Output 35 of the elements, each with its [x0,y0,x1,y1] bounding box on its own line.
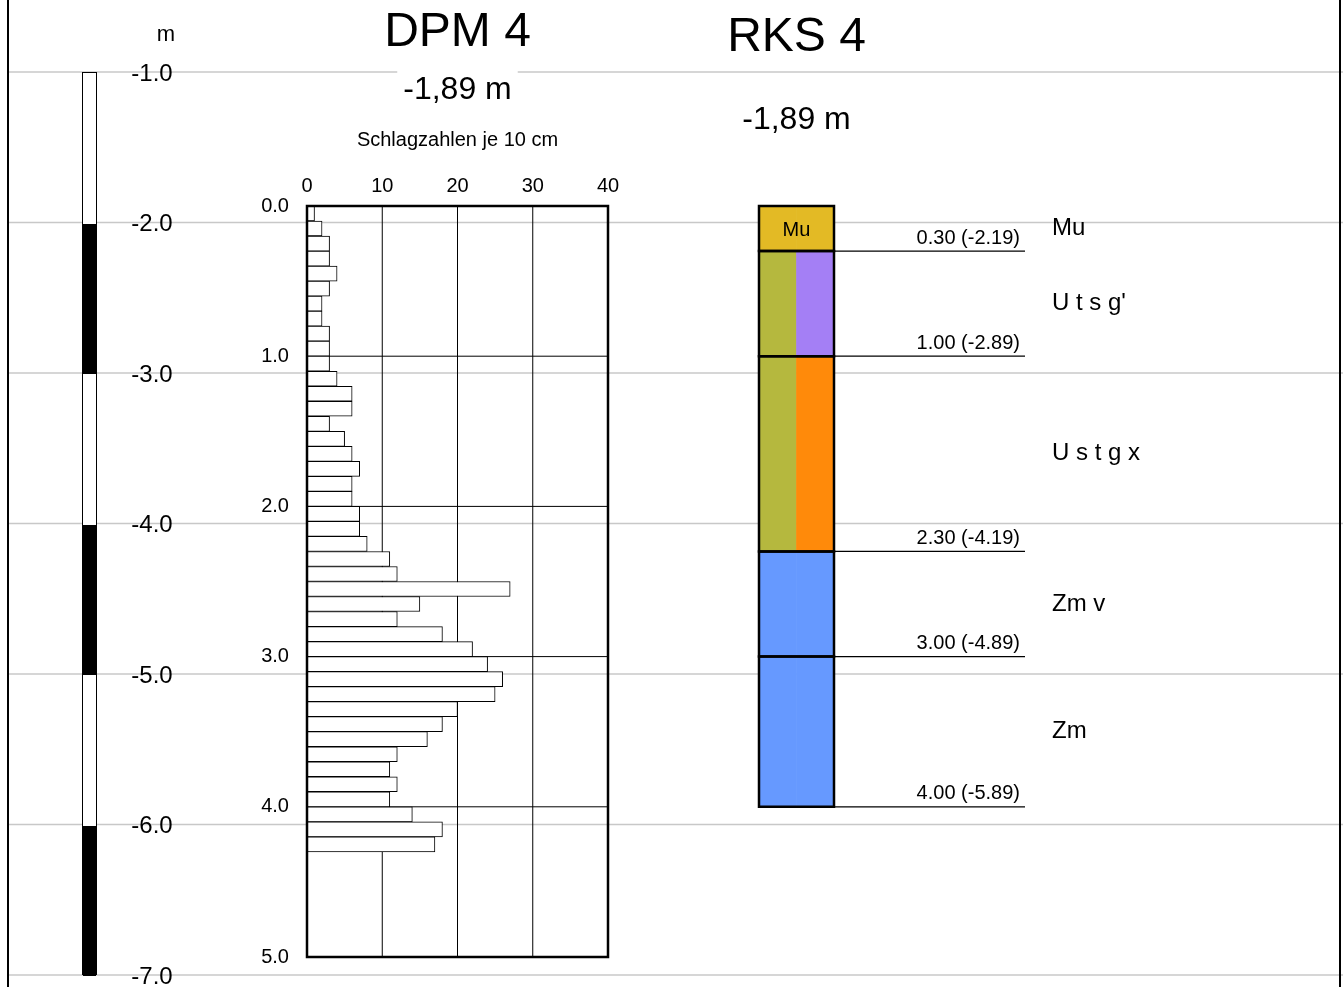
y2-tick-label: -2.0 [131,209,173,237]
y2-tick-label: -3.0 [131,359,173,387]
y-tick-label: 5.0 [261,944,289,967]
text: U t s g' [1052,288,1126,316]
y2-tick-label: -5.0 [131,660,173,688]
ref-line-label: 3.00 (-4.89) [916,631,1020,654]
chart-title: RKS 4 [727,8,866,62]
text: Zm [1052,716,1087,744]
y-tick-label: 0.0 [261,193,289,216]
ref-line-label: 0.30 (-2.19) [916,225,1020,248]
text: Mu [1052,213,1086,241]
chart-subtitle: -1,89 m [403,69,512,106]
y-tick-label: 1.0 [261,343,289,366]
ref-line-label: 2.30 (-4.19) [916,525,1020,548]
ref-line-label: 1.00 (-2.89) [916,330,1020,353]
y2-tick-label: -1.0 [131,58,173,86]
x-tick-label: 20 [446,173,469,196]
y2-tick-label: -7.0 [131,961,173,987]
x-tick-label: 30 [521,173,544,196]
annotation: Mu [782,218,811,241]
x-axis-title: Schlagzahlen je 10 cm [356,127,559,150]
ref-line-label: 4.00 (-5.89) [916,781,1020,804]
y2-axis-title: m [156,21,176,47]
text: U s t g x [1052,438,1141,466]
text: Zm v [1052,588,1106,616]
x-tick-label: 0 [301,173,313,196]
y2-tick-label: -4.0 [131,510,173,538]
x-tick-label: 10 [371,173,394,196]
y-tick-label: 4.0 [261,794,289,817]
chart-title: DPM 4 [384,3,531,57]
y-tick-label: 2.0 [261,493,289,516]
x-tick-label: 40 [596,173,620,196]
y-tick-label: 3.0 [261,644,289,667]
y2-tick-label: -6.0 [131,811,173,839]
chart-subtitle: -1,89 m [742,99,851,136]
